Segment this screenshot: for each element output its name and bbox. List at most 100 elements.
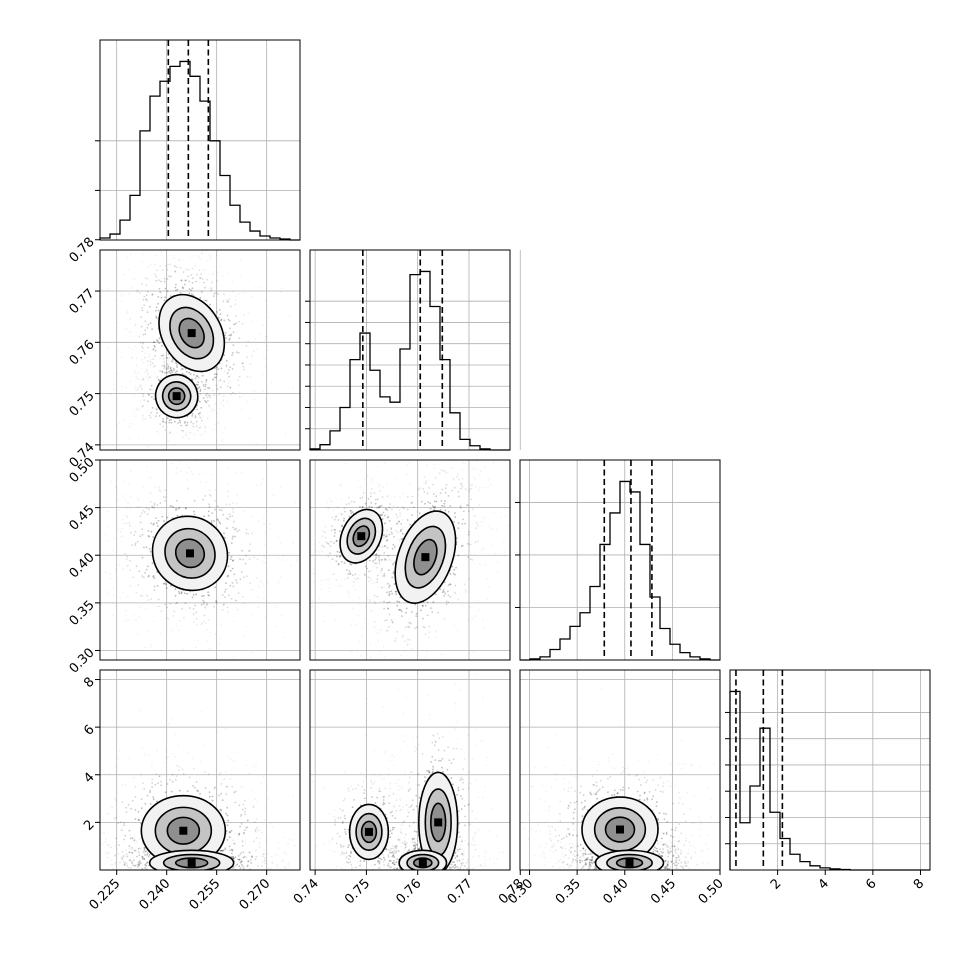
scatter-point bbox=[215, 875, 217, 877]
scatter-point bbox=[358, 596, 361, 599]
scatter-point bbox=[145, 546, 148, 549]
scatter-point bbox=[229, 584, 232, 587]
scatter-point bbox=[468, 803, 470, 806]
panel-frame bbox=[309, 459, 511, 661]
scatter-point bbox=[343, 562, 346, 564]
scatter-point bbox=[151, 505, 153, 508]
scatter-point bbox=[486, 578, 488, 580]
scatter-point bbox=[337, 519, 340, 521]
scatter-point bbox=[383, 545, 386, 547]
scatter-point bbox=[376, 578, 379, 581]
scatter-point bbox=[137, 499, 140, 501]
scatter-point bbox=[388, 910, 390, 912]
scatter-point bbox=[351, 685, 353, 687]
scatter-point bbox=[148, 853, 151, 856]
scatter-point bbox=[244, 840, 247, 843]
scatter-point bbox=[454, 584, 457, 587]
scatter-point bbox=[244, 562, 247, 565]
scatter-point bbox=[153, 879, 155, 881]
scatter-point bbox=[401, 636, 404, 638]
scatter-point bbox=[497, 561, 499, 564]
scatter-point bbox=[158, 914, 160, 916]
scatter-point bbox=[240, 860, 243, 862]
scatter-point bbox=[242, 634, 245, 637]
scatter-point bbox=[141, 307, 143, 309]
scatter-point bbox=[192, 255, 195, 257]
scatter-point bbox=[239, 395, 242, 398]
scatter-point bbox=[207, 591, 210, 594]
scatter-point bbox=[239, 878, 241, 880]
scatter-point bbox=[373, 594, 376, 597]
scatter-point bbox=[208, 387, 211, 390]
scatter-point bbox=[355, 787, 357, 790]
scatter-point bbox=[215, 602, 218, 604]
scatter-point bbox=[488, 586, 491, 588]
scatter-point bbox=[143, 881, 145, 883]
scatter-point bbox=[157, 296, 160, 298]
scatter-point bbox=[411, 495, 414, 498]
scatter-point bbox=[152, 575, 155, 578]
scatter-point bbox=[474, 674, 477, 676]
scatter-point bbox=[104, 534, 107, 536]
scatter-point bbox=[87, 875, 89, 877]
scatter-point bbox=[232, 857, 235, 859]
scatter-point bbox=[231, 849, 234, 852]
scatter-point bbox=[146, 311, 149, 313]
scatter-point bbox=[238, 396, 241, 399]
scatter-point bbox=[207, 871, 209, 873]
scatter-point bbox=[345, 569, 348, 571]
scatter-point bbox=[377, 910, 379, 912]
scatter-point bbox=[393, 850, 396, 852]
scatter-point bbox=[345, 503, 348, 506]
scatter-point bbox=[382, 575, 384, 577]
scatter-point bbox=[127, 619, 129, 621]
scatter-point bbox=[421, 605, 424, 607]
scatter-point bbox=[204, 430, 207, 433]
scatter-point bbox=[113, 383, 115, 386]
scatter-point bbox=[381, 546, 384, 548]
scatter-point bbox=[236, 581, 238, 584]
scatter-point bbox=[171, 629, 174, 632]
scatter-point bbox=[380, 504, 383, 507]
scatter-point bbox=[64, 880, 66, 882]
scatter-point bbox=[231, 889, 233, 891]
scatter-point bbox=[141, 746, 144, 749]
scatter-point bbox=[136, 377, 139, 380]
scatter-point bbox=[192, 373, 195, 376]
scatter-point bbox=[339, 844, 342, 847]
scatter-point bbox=[454, 864, 456, 866]
scatter-point bbox=[408, 621, 411, 624]
scatter-point bbox=[386, 591, 388, 594]
scatter-point bbox=[134, 864, 137, 867]
scatter-point bbox=[155, 279, 158, 282]
scatter-point bbox=[206, 259, 209, 262]
scatter-point bbox=[184, 507, 187, 510]
scatter-point bbox=[150, 765, 153, 768]
density-peak-1 bbox=[421, 553, 430, 562]
scatter-point bbox=[220, 809, 223, 812]
scatter-point bbox=[208, 795, 211, 798]
scatter-point bbox=[454, 702, 457, 705]
scatter-point bbox=[38, 764, 40, 766]
scatter-point bbox=[222, 513, 225, 516]
scatter-point bbox=[383, 607, 385, 610]
scatter-point bbox=[378, 862, 381, 865]
scatter-point bbox=[185, 434, 187, 436]
scatter-point bbox=[174, 588, 177, 591]
scatter-point bbox=[157, 782, 159, 785]
scatter-point bbox=[192, 890, 194, 892]
scatter-point bbox=[169, 602, 172, 605]
scatter-point bbox=[466, 504, 468, 507]
scatter-point bbox=[307, 851, 309, 853]
scatter-point bbox=[457, 490, 460, 493]
scatter-point bbox=[160, 780, 163, 783]
scatter-point bbox=[117, 853, 120, 855]
scatter-point bbox=[328, 587, 331, 589]
scatter-point bbox=[159, 423, 162, 425]
scatter-point bbox=[150, 263, 153, 266]
scatter-point bbox=[178, 874, 180, 876]
scatter-points bbox=[310, 674, 504, 912]
scatter-point bbox=[115, 424, 118, 427]
scatter-point bbox=[265, 840, 268, 843]
scatter-point bbox=[234, 801, 237, 804]
